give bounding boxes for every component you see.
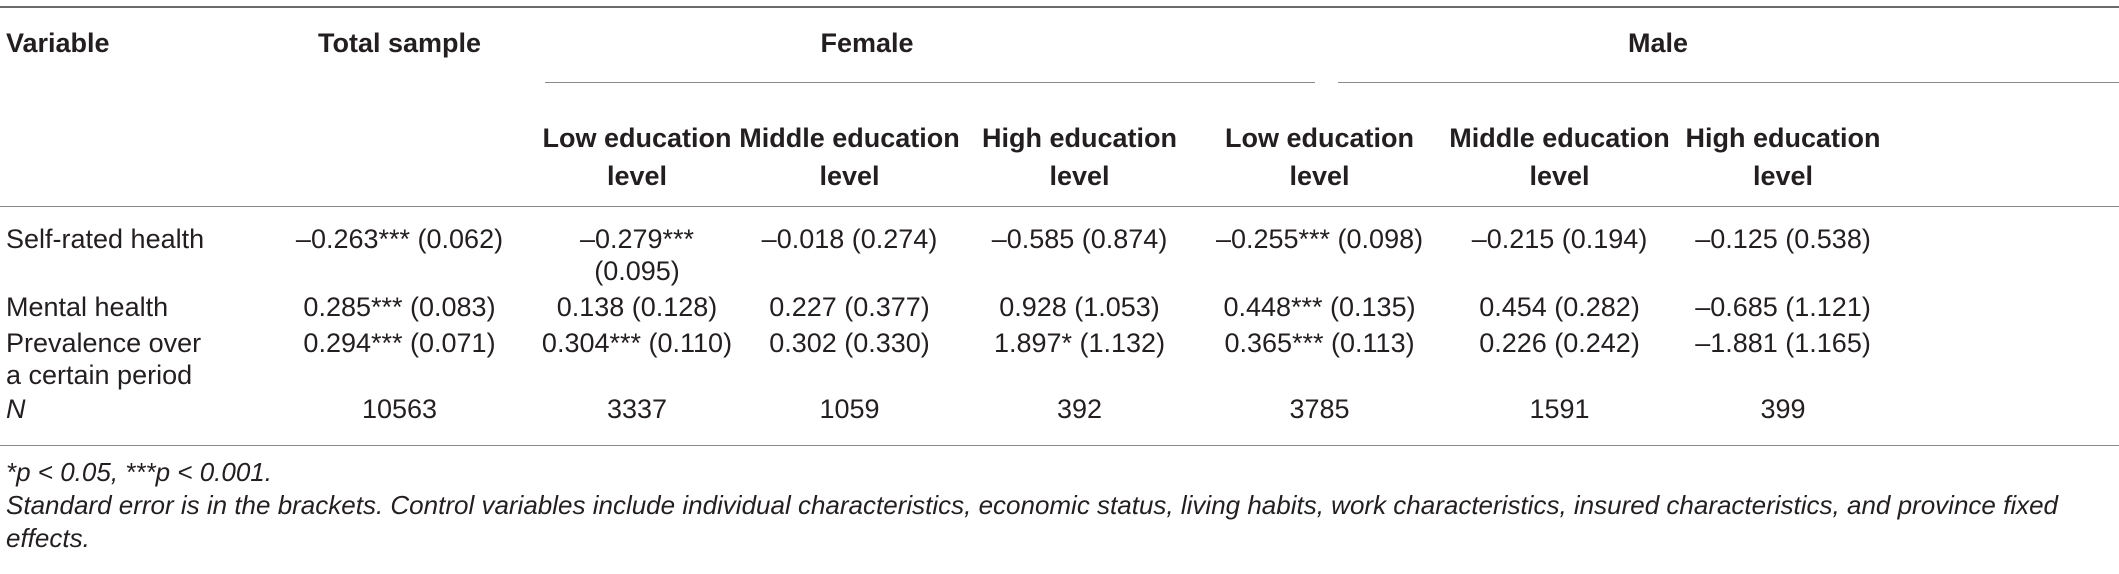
- explanation-note: Standard error is in the brackets. Contr…: [6, 490, 2059, 553]
- table-row: Self-rated health –0.263*** (0.062) –0.2…: [0, 207, 2119, 288]
- table-cell: –0.255*** (0.098): [1215, 224, 1424, 254]
- header-empty-total: [262, 100, 537, 207]
- table-cell: 0.285*** (0.083): [303, 292, 496, 322]
- table-cell: 0.227 (0.377): [769, 292, 930, 322]
- header-female-low: Low education level: [542, 123, 732, 191]
- table-cell: 0.294*** (0.071): [303, 328, 496, 358]
- table-cell: –0.125 (0.538): [1695, 224, 1871, 254]
- table-cell: 1591: [1529, 394, 1590, 424]
- table-cell: 0.928 (1.053): [999, 292, 1160, 322]
- header-male-high: High education level: [1685, 123, 1881, 191]
- female-group-rule: [545, 82, 1315, 83]
- header-female: Female: [820, 28, 914, 58]
- header-male-low: Low education level: [1225, 123, 1415, 191]
- table-cell: 1.897* (1.132): [993, 328, 1166, 358]
- table-cell: 0.226 (0.242): [1479, 328, 1640, 358]
- male-group-rule: [1338, 82, 2119, 83]
- header-female-high: High education level: [982, 123, 1177, 191]
- header-male-middle: Middle education level: [1449, 123, 1670, 191]
- header-total-sample: Total sample: [317, 28, 482, 58]
- table-cell: –0.585 (0.874): [991, 224, 1168, 254]
- table-row: Mental health 0.285*** (0.083) 0.138 (0.…: [0, 287, 2119, 323]
- header-row-education: Low education level Middle education lev…: [0, 100, 2119, 207]
- table-cell: 3337: [606, 394, 668, 424]
- table-cell: –1.881 (1.165): [1695, 328, 1871, 358]
- row-label: N: [6, 394, 26, 424]
- table-footnotes: *p < 0.05, ***p < 0.001. Standard error …: [6, 456, 2106, 555]
- table-cell: 3785: [1289, 394, 1350, 424]
- table-row: N 10563 3337 1059 392 3785 1591 399: [0, 393, 2119, 446]
- header-female-middle: Middle education level: [739, 123, 960, 191]
- table-cell: 399: [1760, 394, 1806, 424]
- table-cell: –0.685 (1.121): [1695, 292, 1871, 322]
- table-cell: 0.448*** (0.135): [1223, 292, 1416, 322]
- row-label: Self-rated health: [6, 224, 205, 254]
- table-cell: 0.302 (0.330): [769, 328, 930, 358]
- significance-note: *p < 0.05, ***p < 0.001.: [6, 457, 272, 487]
- table-row: Prevalence over a certain period 0.294**…: [0, 323, 2119, 393]
- header-male: Male: [1628, 28, 1689, 58]
- results-table: Variable Total sample Female Male Low ed…: [0, 6, 2119, 446]
- table-cell: 0.138 (0.128): [556, 292, 718, 322]
- table-cell: –0.279*** (0.095): [579, 224, 695, 286]
- table-cell: 0.365*** (0.113): [1224, 328, 1415, 358]
- table-cell: –0.018 (0.274): [761, 224, 938, 254]
- header-variable: Variable: [6, 28, 110, 58]
- table-cell: 0.454 (0.282): [1479, 292, 1640, 322]
- row-label: Mental health: [6, 292, 169, 322]
- table-cell: 0.304*** (0.110): [541, 328, 733, 358]
- table-cell: 10563: [361, 394, 438, 424]
- table-cell: –0.215 (0.194): [1471, 224, 1648, 254]
- row-label: Prevalence over a certain period: [6, 328, 202, 390]
- table-cell: –0.263*** (0.062): [295, 224, 504, 254]
- header-empty-variable: [0, 100, 262, 207]
- table-cell: 392: [1056, 394, 1103, 424]
- table-cell: 1059: [819, 394, 880, 424]
- header-row-groups: Variable Total sample Female Male: [0, 7, 2119, 100]
